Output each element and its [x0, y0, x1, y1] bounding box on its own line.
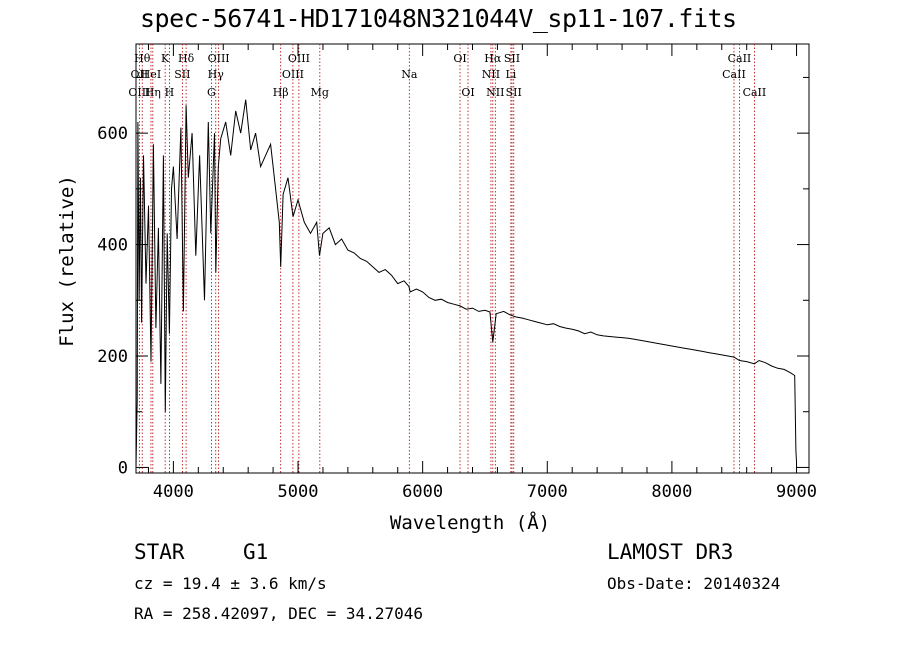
- plot-frame: [135, 43, 810, 474]
- line-label: NII: [482, 68, 500, 81]
- line-label: HeI: [141, 68, 161, 81]
- line-label: Hθ: [134, 52, 151, 65]
- line-label: NII: [486, 86, 504, 99]
- tick-labels: 4000 5000 6000 7000 8000 9000 0 200 400 600: [97, 124, 817, 502]
- series-line-flux: [135, 99, 797, 468]
- line-label: OIII: [208, 52, 230, 65]
- line-labels: OII Hθ OIII HeI Hη K H Hδ SII OIII Hγ G Hβ OIII OIII Mg…: [128, 52, 766, 99]
- line-label: Li: [505, 68, 516, 81]
- line-label: OII: [131, 68, 149, 81]
- line-label: Na: [401, 68, 418, 81]
- coordinates: RA = 258.42097, DEC = 34.27046: [134, 604, 423, 623]
- x-axis-label: Wavelength (Å): [390, 511, 550, 534]
- line-label: Hγ: [208, 68, 225, 81]
- line-label: OIII: [282, 68, 304, 81]
- x-tick-label: 6000: [402, 482, 443, 502]
- line-label: G: [207, 86, 216, 99]
- x-tick-label: 5000: [278, 482, 319, 502]
- x-tick-label: 4000: [153, 482, 194, 502]
- x-tick-label: 8000: [651, 482, 692, 502]
- line-label: OIII: [128, 86, 150, 99]
- line-label: Hδ: [178, 52, 195, 65]
- line-label: K: [161, 52, 170, 65]
- survey-name: LAMOST DR3: [607, 540, 734, 564]
- chart-title: spec-56741-HD171048N321044V_sp11-107.fit…: [140, 4, 737, 33]
- line-label: OI: [453, 52, 466, 65]
- x-tick-label: 9000: [776, 482, 817, 502]
- line-label: SII: [504, 52, 520, 65]
- line-label: H: [165, 86, 175, 99]
- line-label: Mg: [311, 86, 329, 99]
- line-label: OIII: [288, 52, 310, 65]
- line-label: Hβ: [273, 86, 289, 99]
- y-tick-label: 200: [97, 347, 128, 367]
- line-label: SII: [174, 68, 190, 81]
- y-axis-label: Flux (relative): [56, 175, 78, 347]
- y-tick-label: 0: [118, 458, 128, 478]
- y-tick-label: 600: [97, 124, 128, 144]
- x-tick-label: 7000: [527, 482, 568, 502]
- line-label: Hη: [145, 86, 161, 99]
- y-tick-label: 400: [97, 236, 128, 256]
- object-subclass: G1: [243, 540, 269, 564]
- observation-date: Obs-Date: 20140324: [607, 574, 781, 593]
- line-label: CaII: [728, 52, 752, 65]
- line-label: CaII: [722, 68, 746, 81]
- redshift-value: cz = 19.4 ± 3.6 km/s: [134, 574, 327, 593]
- line-label: OI: [461, 86, 474, 99]
- emission-lines: [138, 44, 755, 473]
- axis-ticks: [136, 44, 809, 473]
- line-label: Hα: [484, 52, 502, 65]
- object-class: STAR: [134, 540, 185, 564]
- line-label: SII: [506, 86, 522, 99]
- line-label: CaII: [743, 86, 767, 99]
